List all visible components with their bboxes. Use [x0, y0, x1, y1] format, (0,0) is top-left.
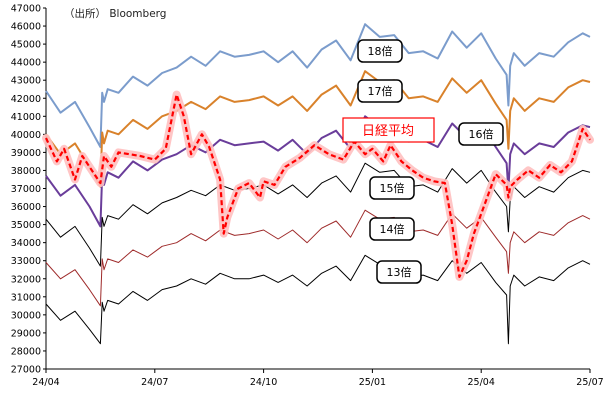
x-tick-label: 24/07 [141, 377, 168, 388]
y-tick-label: 47000 [11, 4, 41, 15]
label-17x-box: 17倍 [357, 79, 403, 103]
label-nikkei-box: 日経平均 [342, 117, 435, 143]
label-18x-box: 18倍 [357, 39, 403, 63]
y-tick-label: 43000 [11, 76, 41, 87]
y-tick-label: 29000 [11, 328, 41, 339]
y-tick-label: 41000 [11, 112, 41, 123]
y-tick-label: 40000 [11, 130, 41, 141]
series-line-nikkei-glow [42, 90, 594, 281]
y-axis: 27000 28000 29000 30000 31000 32000 33000 34000… [11, 4, 47, 376]
series-line-15x [45, 162, 591, 267]
x-tick-label: 25/04 [468, 377, 495, 388]
label-nikkei: 日経平均 [362, 124, 414, 139]
x-tick-label: 25/07 [576, 377, 603, 388]
y-tick-label: 28000 [11, 346, 41, 357]
label-16x-box: 16倍 [458, 122, 504, 146]
label-13x-box: 13倍 [376, 260, 422, 284]
label-14x-box: 14倍 [369, 217, 415, 241]
series-line-16x [45, 115, 591, 228]
label-18x: 18倍 [368, 44, 393, 58]
series-line-nikkei [45, 93, 591, 278]
series-line-13x [45, 254, 591, 345]
series-line-14x [45, 209, 591, 307]
y-tick-label: 35000 [11, 220, 41, 231]
y-tick-label: 44000 [11, 58, 41, 69]
y-tick-label: 27000 [11, 365, 41, 376]
y-tick-label: 46000 [11, 22, 41, 33]
series-line-18x [45, 23, 591, 148]
y-tick-label: 37000 [11, 184, 41, 195]
label-16x: 16倍 [469, 127, 494, 141]
y-tick-label: 45000 [11, 40, 41, 51]
y-tick-label: 38000 [11, 166, 41, 177]
series-line-17x [45, 70, 591, 188]
label-14x: 14倍 [380, 222, 405, 236]
label-15x: 15倍 [380, 181, 405, 195]
label-15x-box: 15倍 [369, 176, 415, 200]
y-tick-label: 33000 [11, 256, 41, 267]
y-tick-label: 30000 [11, 310, 41, 321]
y-tick-label: 39000 [11, 148, 41, 159]
y-tick-label: 36000 [11, 202, 41, 213]
x-tick-label: 24/10 [250, 377, 277, 388]
x-tick-label: 24/04 [32, 377, 59, 388]
y-tick-label: 42000 [11, 94, 41, 105]
y-tick-label: 31000 [11, 292, 41, 303]
x-axis: 24/04 24/07 24/10 25/01 25/04 25/07 [32, 368, 604, 388]
label-13x: 13倍 [387, 265, 412, 279]
x-tick-label: 25/01 [359, 377, 386, 388]
source-note: （出所） Bloomberg [64, 7, 166, 20]
label-17x: 17倍 [368, 84, 393, 98]
y-tick-label: 32000 [11, 274, 41, 285]
series-lines [42, 23, 594, 345]
y-tick-label: 34000 [11, 238, 41, 249]
